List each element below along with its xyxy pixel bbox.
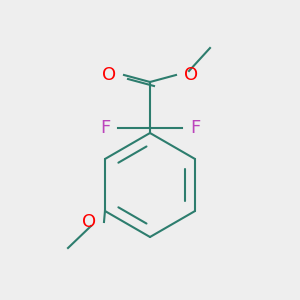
- Text: O: O: [184, 66, 198, 84]
- Text: O: O: [102, 66, 116, 84]
- Text: F: F: [190, 119, 200, 137]
- Text: O: O: [82, 213, 96, 231]
- Text: F: F: [100, 119, 110, 137]
